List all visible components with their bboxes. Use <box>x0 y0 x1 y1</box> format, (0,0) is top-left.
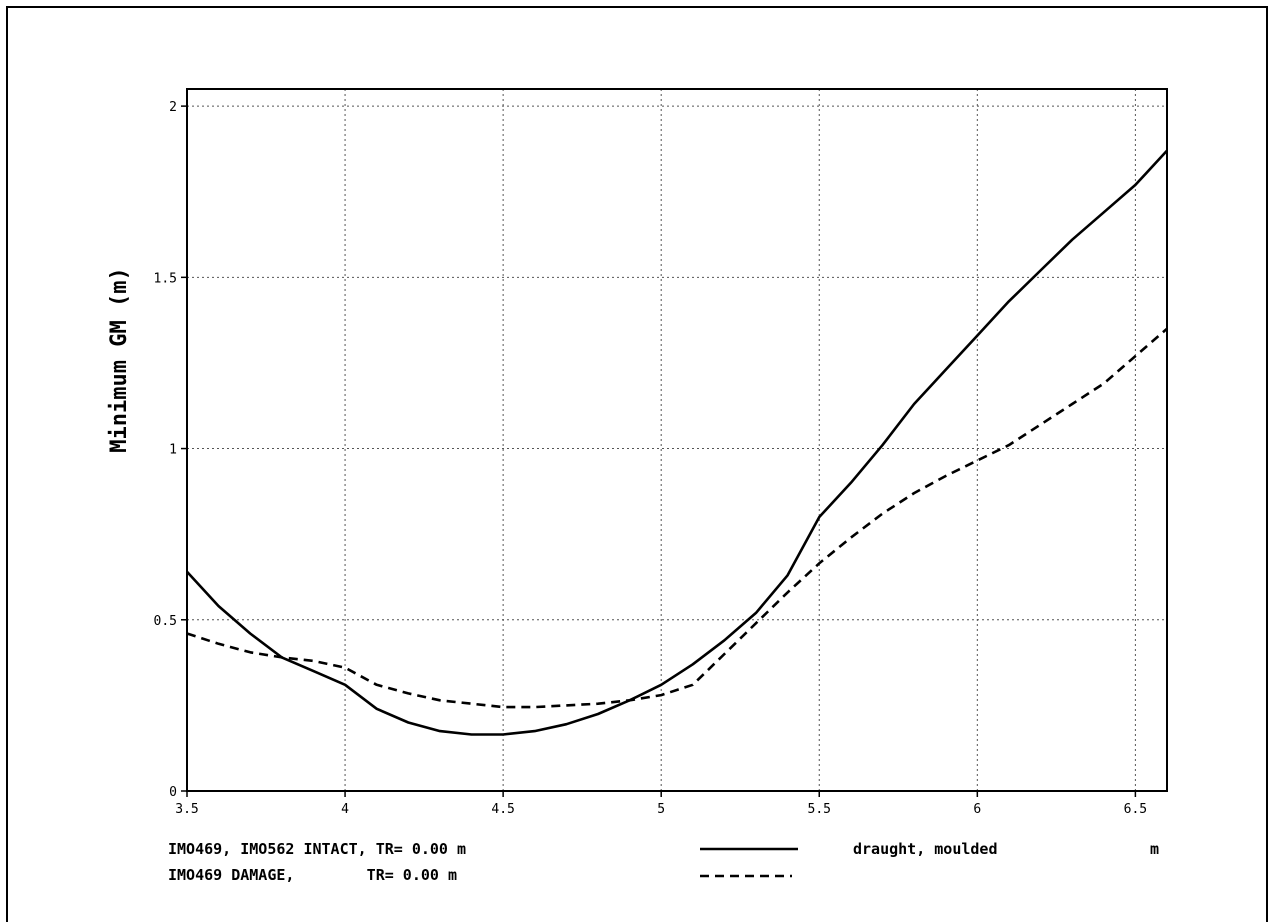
x-tick-label: 6 <box>973 802 981 817</box>
y-tick-label: 1 <box>169 443 177 458</box>
series-line-damage <box>186 327 1168 709</box>
x-tick-label: 4.5 <box>491 802 514 817</box>
y-tick-label: 0.5 <box>154 614 177 629</box>
x-axis-unit: m <box>1150 840 1159 858</box>
y-tick-label: 1.5 <box>154 271 177 286</box>
x-axis-ticks: 3.5 4 4.5 5 5.5 6 6.5 <box>175 791 1147 817</box>
y-tick-label: 2 <box>169 100 177 115</box>
x-tick-label: 6.5 <box>1124 802 1147 817</box>
x-tick-label: 5 <box>657 802 665 817</box>
legend-label-damage: IMO469 DAMAGE, TR= 0.00 m <box>168 866 457 884</box>
grid <box>187 89 1167 791</box>
plot-area <box>186 88 1168 792</box>
x-tick-label: 5.5 <box>808 802 831 817</box>
series-group <box>186 149 1168 736</box>
series-line-intact <box>186 149 1168 736</box>
y-axis-label: Minimum GM (m) <box>107 267 132 452</box>
y-axis-ticks: 0 0.5 1 1.5 2 <box>154 100 187 800</box>
figure-frame <box>6 6 1268 922</box>
y-tick-label: 0 <box>169 785 177 800</box>
x-tick-label: 4 <box>341 802 349 817</box>
legend-label-intact: IMO469, IMO562 INTACT, TR= 0.00 m <box>168 840 466 858</box>
x-axis-label: draught, moulded <box>853 840 998 858</box>
x-tick-label: 3.5 <box>175 802 198 817</box>
